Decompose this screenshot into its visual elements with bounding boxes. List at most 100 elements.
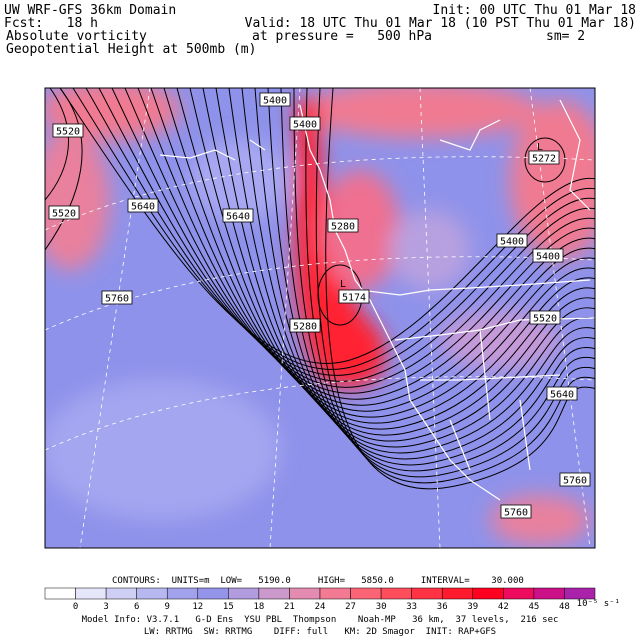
contour-label-box bbox=[338, 289, 370, 304]
contour-label: 5174 bbox=[342, 293, 366, 304]
contour-line bbox=[85, 88, 595, 376]
colorbar-tick-label: 45 bbox=[528, 602, 539, 612]
contour-line bbox=[163, 88, 595, 412]
colorbar-swatch bbox=[319, 587, 351, 600]
physics-info: LW: RRTMG SW: RRTMG DIFF: full KM: 2D Sm… bbox=[144, 627, 496, 637]
contour-label-box bbox=[546, 386, 578, 401]
colorbar-tick-label: 33 bbox=[406, 602, 417, 612]
contour-info: CONTOURS: UNITS=m LOW= 5190.0 HIGH= 5850… bbox=[112, 576, 524, 586]
contour-label-box bbox=[532, 248, 564, 263]
field-name: Geopotential Height at 500mb (m) bbox=[6, 42, 256, 57]
contour-label-box bbox=[289, 116, 321, 131]
contour-line bbox=[305, 88, 595, 478]
map bbox=[45, 88, 595, 548]
colorbar-tick-label: 30 bbox=[376, 602, 387, 612]
colorbar-swatch bbox=[411, 587, 443, 600]
contour-line bbox=[325, 88, 595, 490]
contour-label: 5640 bbox=[131, 202, 155, 213]
colorbar-swatch bbox=[44, 587, 76, 600]
low-marker: L bbox=[340, 279, 346, 290]
contour-label: 5520 bbox=[52, 209, 76, 220]
contour-label-box bbox=[528, 150, 560, 165]
contour-line bbox=[280, 88, 595, 466]
colorbar-swatch bbox=[564, 587, 596, 600]
field-name: Absolute vorticity bbox=[6, 29, 147, 44]
colorbar-swatch bbox=[228, 587, 260, 600]
contour-label: 5400 bbox=[536, 252, 560, 263]
colorbar-tick-label: 24 bbox=[315, 602, 326, 612]
contour-label: 5640 bbox=[226, 212, 250, 223]
contour-line bbox=[150, 88, 595, 406]
colorbar-tick-label: 39 bbox=[467, 602, 478, 612]
contour-label: 5520 bbox=[533, 314, 557, 325]
contour-label-box bbox=[289, 318, 321, 333]
map-frame bbox=[44, 87, 596, 549]
contour-line bbox=[524, 137, 566, 183]
colorbar-tick-label: 12 bbox=[192, 602, 203, 612]
contour-label: 5280 bbox=[331, 222, 355, 233]
contour-label: 5272 bbox=[532, 154, 556, 165]
colorbar-swatch bbox=[166, 587, 199, 600]
contour-line bbox=[98, 88, 595, 382]
forecast-hour: Fcst: 18 h bbox=[4, 16, 98, 31]
init-time: Init: 00 UTC Thu 01 Mar 18 bbox=[433, 3, 637, 18]
colorbar-swatch bbox=[533, 587, 565, 600]
contour-line bbox=[137, 88, 595, 400]
contour-line bbox=[228, 88, 595, 442]
contour-label: 5400 bbox=[263, 96, 287, 107]
contour-label-box bbox=[127, 198, 159, 213]
contour-line bbox=[45, 88, 69, 201]
colorbar-swatch bbox=[503, 587, 535, 600]
colorbar-tick-label: 42 bbox=[498, 602, 509, 612]
colorbar-swatch bbox=[75, 587, 107, 600]
colorbar-swatch bbox=[472, 587, 504, 600]
coastlines bbox=[159, 99, 595, 501]
contour-label-box bbox=[101, 290, 133, 305]
contour-line bbox=[45, 88, 83, 251]
contour-label-box bbox=[500, 504, 532, 519]
low-marker: L bbox=[537, 142, 543, 153]
model-info: Model Info: V3.7.1 G-D Ens YSU PBL Thomp… bbox=[82, 615, 559, 625]
header: UW WRF-GFS 36km Domain Fcst: 18 h Absolu… bbox=[4, 3, 636, 57]
valid-time: Valid: 18 UTC Thu 01 Mar 18 (10 PST Thu … bbox=[245, 16, 636, 31]
contour-label: 5520 bbox=[56, 127, 80, 138]
smoothing: sm= 2 bbox=[546, 29, 585, 44]
colorbar-swatch bbox=[197, 587, 229, 600]
colorbar-tick-label: 36 bbox=[437, 602, 448, 612]
colorbar-tick-label: 9 bbox=[165, 602, 170, 612]
colorbar: 0 3 6 9 12 15 18 21 24 27 30 33 36 39 42 45 48 10⁻⁵ s⁻¹ bbox=[44, 587, 620, 612]
colorbar-tick-label: 27 bbox=[345, 602, 356, 612]
contour-label: 5760 bbox=[563, 476, 587, 487]
contour-label-box bbox=[496, 233, 528, 248]
contour-label: 5640 bbox=[550, 390, 574, 401]
contour-label-box bbox=[559, 472, 591, 487]
colorbar-swatch bbox=[380, 587, 412, 600]
contour-label-box bbox=[529, 310, 561, 325]
colorbar-swatch bbox=[289, 587, 321, 600]
colorbar-unit: 10⁻⁵ s⁻¹ bbox=[577, 599, 620, 609]
contour-label-box bbox=[52, 123, 84, 138]
contour-labels: 5520 5400 5520 5640 5640 5400 5280 5280 5272 5400… bbox=[48, 92, 591, 519]
contour-line bbox=[241, 88, 595, 448]
contour-label-box bbox=[48, 205, 80, 220]
contour-label: 5280 bbox=[293, 322, 317, 333]
contour-label: 5760 bbox=[504, 508, 528, 519]
colorbar-swatch bbox=[258, 587, 290, 600]
lat-lon-lines bbox=[45, 88, 595, 548]
pressure: at pressure = 500 hPa bbox=[252, 29, 432, 44]
contour-line bbox=[189, 88, 595, 424]
colorbar-tick-label: 6 bbox=[134, 602, 139, 612]
contour-line bbox=[176, 88, 595, 418]
colorbar-tick-label: 48 bbox=[559, 602, 570, 612]
colorbar-swatch bbox=[441, 587, 474, 600]
contour-label: 5400 bbox=[500, 237, 524, 248]
title: UW WRF-GFS 36km Domain bbox=[4, 3, 176, 18]
colorbar-tick-label: 18 bbox=[253, 602, 264, 612]
contour-label-box bbox=[259, 92, 291, 107]
colorbar-tick-label: 0 bbox=[73, 602, 78, 612]
footer: CONTOURS: UNITS=m LOW= 5190.0 HIGH= 5850… bbox=[82, 576, 559, 637]
contour-line bbox=[293, 88, 595, 472]
contour-line bbox=[254, 88, 595, 454]
contour-line bbox=[267, 88, 595, 460]
colorbar-swatch bbox=[136, 587, 168, 600]
